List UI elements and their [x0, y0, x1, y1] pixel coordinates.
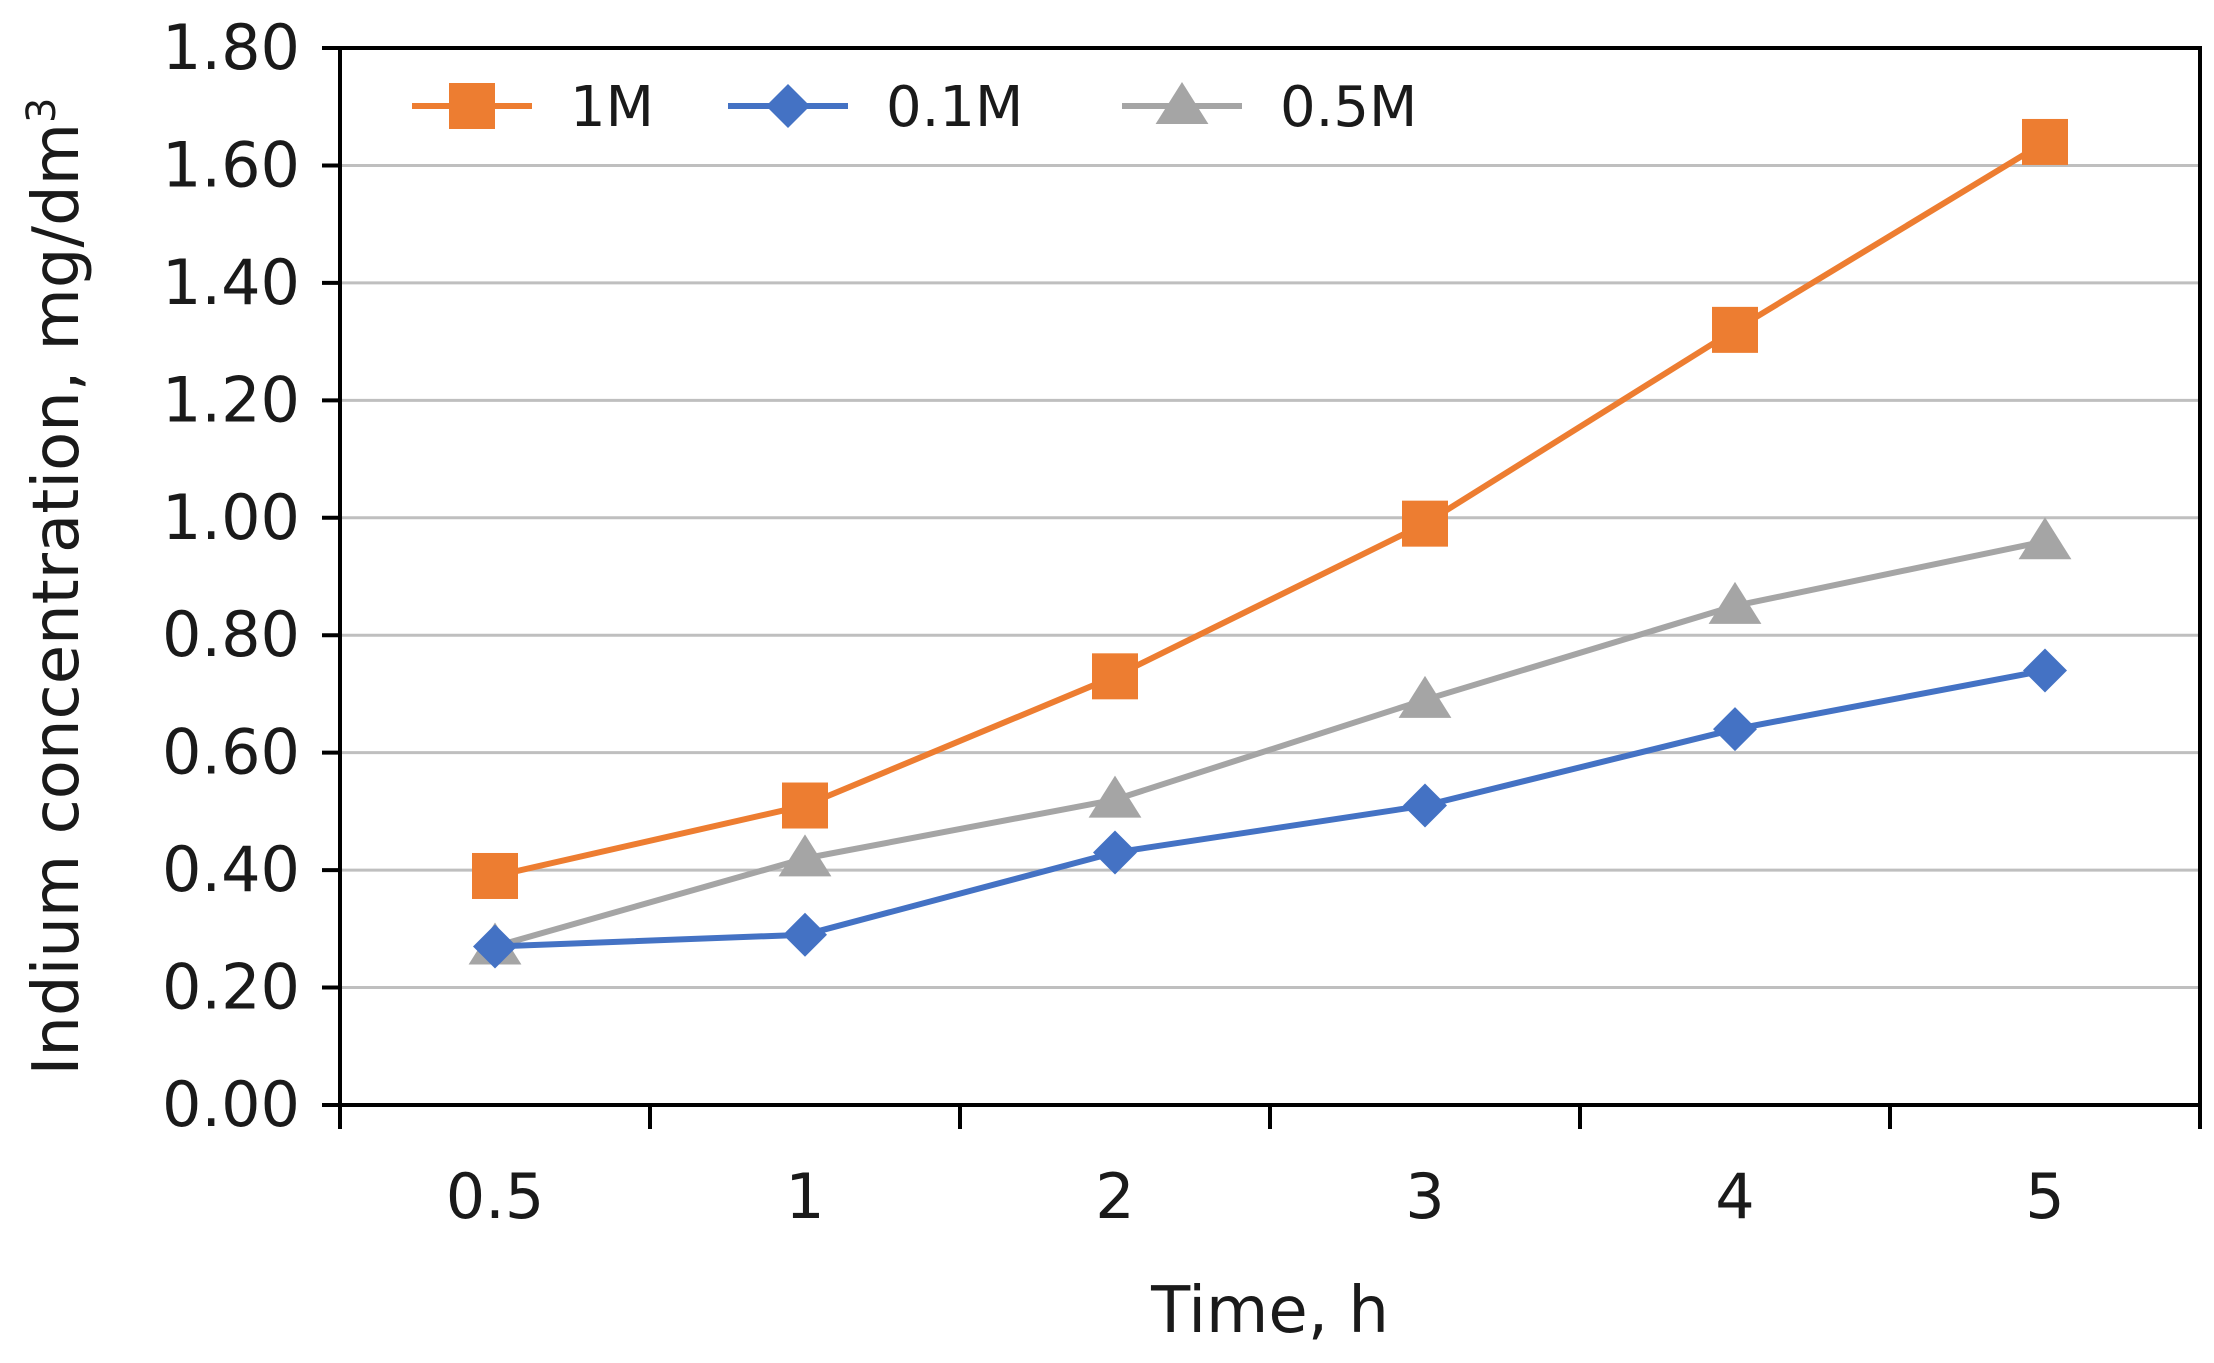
data-point-0.1M: [783, 912, 827, 957]
series-group: [468, 118, 2072, 969]
y-tick-label: 1.20: [162, 363, 300, 436]
x-tick-label: 3: [1405, 1160, 1444, 1233]
x-tick-label: 4: [1715, 1160, 1754, 1233]
series-0.1M: [473, 648, 2067, 969]
x-axis-ticks: 0.5 1 2 3 4 5: [338, 1105, 2202, 1233]
data-point-0.1M: [473, 924, 517, 969]
x-tick-label: 1: [785, 1160, 824, 1233]
x-axis-title: Time, h: [1150, 1274, 1389, 1348]
data-point-0.1M: [2023, 648, 2067, 693]
y-tick-label: 0.80: [162, 598, 300, 671]
data-point-1M: [1402, 500, 1448, 547]
data-point-0.5M: [1708, 581, 1762, 624]
legend-marker: [1155, 82, 1209, 124]
legend-item-0.1M: 0.1M: [728, 75, 1023, 140]
legend-item-0.5M: 0.5M: [1122, 75, 1417, 140]
data-point-0.1M: [1093, 830, 1137, 875]
data-point-0.5M: [1398, 675, 1452, 718]
data-point-1M: [1712, 306, 1758, 353]
data-point-1M: [2022, 118, 2068, 165]
legend-marker: [766, 84, 810, 128]
y-tick-label: 0.40: [162, 833, 300, 906]
y-tick-label: 1.60: [162, 128, 300, 201]
data-point-0.1M: [1713, 707, 1757, 752]
y-tick-label: 0.00: [162, 1068, 300, 1141]
x-tick-label: 5: [2025, 1160, 2064, 1233]
gridlines: [340, 163, 2200, 990]
y-tick-label: 1.00: [162, 481, 300, 554]
legend-label: 0.1M: [886, 75, 1023, 140]
x-tick-label: 2: [1095, 1160, 1134, 1233]
series-0.5M: [468, 517, 2072, 965]
data-point-1M: [472, 852, 518, 899]
data-point-0.5M: [1088, 775, 1142, 818]
legend-item-1M: 1M: [412, 75, 654, 140]
data-point-0.1M: [1403, 783, 1447, 828]
series-line-0.5M: [494, 538, 2046, 950]
y-tick-label: 0.60: [162, 716, 300, 789]
y-tick-label: 0.20: [162, 951, 300, 1024]
plot-area-border: [338, 46, 2202, 1107]
data-point-0.5M: [2018, 517, 2072, 560]
data-point-1M: [782, 782, 828, 829]
legend-label: 0.5M: [1280, 75, 1417, 140]
y-axis-title: Indium concentration, mg/dm3: [19, 98, 94, 1076]
y-tick-label: 1.40: [162, 246, 300, 319]
y-axis-title-superscript: 3: [19, 98, 65, 123]
series-1M: [472, 118, 2068, 899]
y-axis-title-text: Indium concentration, mg/dm: [20, 123, 94, 1076]
x-tick-label: 0.5: [446, 1160, 545, 1233]
y-tick-label: 1.80: [162, 11, 300, 84]
series-line-1M: [494, 139, 2047, 879]
data-point-0.5M: [778, 834, 832, 877]
y-axis-ticks: 0.00 0.20 0.40 0.60 0.80 1.00 1.20 1.40 1.60 1.80: [162, 11, 340, 1141]
series-line-0.1M: [494, 667, 2046, 950]
legend: 1M 0.1M 0.5M: [412, 75, 1417, 140]
legend-label: 1M: [570, 75, 654, 140]
data-point-1M: [1092, 653, 1138, 700]
legend-marker: [449, 83, 495, 129]
